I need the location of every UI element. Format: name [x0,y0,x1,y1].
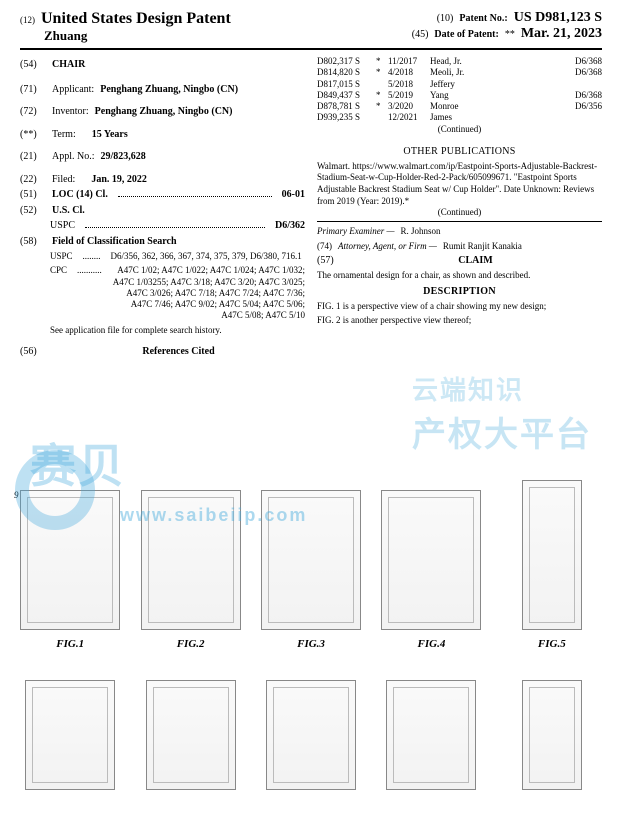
lead-line-9: 9 [14,490,19,500]
attorney-name: Rumit Ranjit Kanakia [443,241,522,252]
search-note: See application file for complete search… [50,325,222,336]
fig2-label: FIG.2 [177,638,205,650]
search-num: (58) [20,236,46,249]
term-value: 15 Years [92,129,128,142]
watermark-side: 云端知识 产权大平台 [412,370,592,456]
drawing-bottom-2 [146,680,236,790]
drawings-area: 9 10 FIG.1 FIG.2 FIG.3 FIG.4 FIG.5 [10,450,612,790]
right-column: D802,317 S*11/2017Head, Jr. D6/368D814,8… [317,56,602,361]
filed-date: Jan. 19, 2022 [91,174,147,187]
patent-no: US D981,123 S [514,10,602,26]
claim-body: The ornamental design for a chair, as sh… [317,270,602,280]
refs-continued: (Continued) [317,124,602,134]
fig5-label: FIG.5 [538,638,566,650]
search-uspc-label: USPC [50,251,73,262]
claim-title: CLAIM [349,255,602,268]
search-label: Field of Classification Search [52,236,177,249]
watermark-corner: 云端知识 [412,370,592,407]
inventor-num: (72) [20,106,46,119]
reference-row: D849,437 S*5/2019Yang D6/368 [317,90,602,101]
drawing-bottom-3 [266,680,356,790]
pub-continued: (Continued) [317,207,602,217]
patent-header: (12) United States Design Patent Zhuang … [20,10,602,50]
filed-num: (22) [20,174,46,187]
term-label: Term: [52,129,76,142]
appl-num-label: (21) [20,151,46,164]
patent-no-label: Patent No.: [459,13,507,24]
uspc-label: USPC [50,220,75,233]
invention-title: CHAIR [52,59,85,72]
reference-row: D817,015 S5/2018Jeffery [317,79,602,90]
term-num: (**) [20,129,46,142]
drawing-fig1 [20,490,120,630]
desc-title: DESCRIPTION [317,286,602,297]
reference-row: D802,317 S*11/2017Head, Jr. D6/368 [317,56,602,67]
uscl-num: (52) [20,205,46,218]
filed-label: Filed: [52,174,75,187]
patent-date: Mar. 21, 2023 [521,26,602,42]
fig4-label: FIG.4 [418,638,446,650]
drawing-fig2 [141,490,241,630]
country-title: United States Design Patent [41,10,231,28]
examiner-name: R. Johnson [401,226,441,237]
uspc-value: D6/362 [275,220,305,233]
doc-num-prefix: (12) [20,15,35,25]
desc-fig1: FIG. 1 is a perspective view of a chair … [317,301,602,312]
fig3-label: FIG.3 [297,638,325,650]
drawing-fig4 [381,490,481,630]
left-column: (54) CHAIR (71) Applicant: Penghang Zhua… [20,56,305,361]
desc-fig2: FIG. 2 is another perspective view there… [317,315,602,326]
reference-row: D878,781 S*3/2020Monroe D6/356 [317,101,602,112]
drawing-bottom-5 [522,680,582,790]
loc-label: LOC (14) Cl. [52,189,108,202]
uscl-label: U.S. Cl. [52,205,85,218]
applicant-name: Penghang Zhuang, Ningbo (CN) [100,84,238,97]
loc-value: 06-01 [282,189,305,202]
header-left: (12) United States Design Patent Zhuang [20,10,231,44]
reference-row: D814,820 S*4/2018Meoli, Jr. D6/368 [317,67,602,78]
patent-no-prefix: (10) [437,13,454,24]
drawing-fig3 [261,490,361,630]
date-star: ** [505,29,515,40]
claim-num: (57) [317,255,343,268]
refs-num: (56) [20,346,46,359]
dot-fill [85,220,265,228]
inventor-label: Inventor: [52,106,89,119]
examiner-label: Primary Examiner — [317,226,395,237]
date-label: Date of Patent: [434,29,498,40]
divider [317,221,602,222]
loc-num: (51) [20,189,46,202]
drawing-fig5 [522,480,582,630]
appl-label: Appl. No.: [52,151,95,164]
attorney-num: (74) [317,241,332,252]
header-right: (10) Patent No.: US D981,123 S (45) Date… [412,10,602,44]
inventor-header-line: Zhuang [20,28,231,44]
search-cpc-label: CPC [50,265,67,321]
applicant-num: (71) [20,84,46,97]
search-uspc: D6/356, 362, 366, 367, 374, 375, 379, D6… [111,251,302,262]
refs-label: References Cited [52,346,305,359]
applicant-label: Applicant: [52,84,94,97]
references-list: D802,317 S*11/2017Head, Jr. D6/368D814,8… [317,56,602,124]
fig1-label: FIG.1 [56,638,84,650]
appl-no: 29/823,628 [101,151,146,164]
dot-fill [118,189,272,197]
other-pub-body: Walmart. https://www.walmart.com/ip/East… [317,161,602,208]
watermark-side-text: 产权大平台 [412,407,592,456]
date-prefix: (45) [412,29,429,40]
title-num: (54) [20,59,46,72]
attorney-label: Attorney, Agent, or Firm — [338,241,437,252]
drawing-bottom-1 [25,680,115,790]
body-columns: (54) CHAIR (71) Applicant: Penghang Zhua… [20,56,602,361]
inventor-name: Penghang Zhuang, Ningbo (CN) [95,106,233,119]
reference-row: D939,235 S12/2021James [317,112,602,123]
other-pub-title: OTHER PUBLICATIONS [317,146,602,157]
search-cpc: A47C 1/02; A47C 1/022; A47C 1/024; A47C … [112,265,305,321]
description-block: FIG. 1 is a perspective view of a chair … [317,301,602,326]
drawing-bottom-4 [386,680,476,790]
